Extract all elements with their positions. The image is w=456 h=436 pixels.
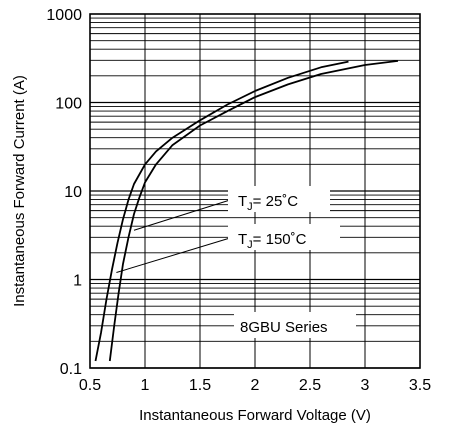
x-tick-label: 2	[251, 377, 260, 394]
y-axis-title: Instantaneous Forward Current (A)	[11, 75, 28, 307]
annotation-tj-150c-box	[228, 224, 340, 250]
annotation-tj-25c-base: T	[238, 193, 247, 210]
annotation-tj-150c: TJ= 150˚C	[238, 231, 307, 251]
x-tick-label: 3	[361, 377, 370, 394]
x-tick-label: 1	[141, 377, 150, 394]
series-line-tj-25c	[94, 60, 349, 362]
annotation-tj-25c-value: = 25˚C	[253, 193, 299, 210]
annotation-tj-150c-leader	[116, 237, 231, 273]
x-tick-label: 3.5	[409, 377, 431, 394]
y-tick-label: 10	[64, 184, 82, 201]
x-tick-label: 0.5	[79, 377, 101, 394]
annotation-tj-150c-base: T	[238, 231, 247, 248]
series-line-tj-150c	[108, 60, 399, 362]
x-tick-label: 2.5	[299, 377, 321, 394]
series-curves	[94, 60, 399, 362]
x-tick-label: 1.5	[189, 377, 211, 394]
annotation-tj-25c-subscript: J	[247, 201, 253, 213]
annotation-tj-150c-value: = 150˚C	[253, 231, 307, 248]
x-axis-title: Instantaneous Forward Voltage (V)	[139, 407, 371, 424]
y-tick-label: 100	[55, 96, 82, 113]
plot-frame	[89, 13, 421, 369]
annotation-series-box	[234, 312, 356, 338]
annotation-tj-150c-subscript: J	[247, 239, 253, 251]
annotation-series: 8GBU Series	[240, 319, 328, 336]
annotation-tj-25c-leader	[133, 199, 231, 231]
annotation-tj-25c: TJ= 25˚C	[238, 193, 298, 213]
y-tick-label: 1	[73, 273, 82, 290]
y-tick-label: 1000	[46, 7, 82, 24]
tick-labels: 0.5 1 1.5 2 2.5 3 3.5 0.1 1 10 100 1000	[46, 7, 431, 394]
y-tick-label: 0.1	[60, 361, 82, 378]
annotation-tj-25c-box	[228, 186, 330, 212]
